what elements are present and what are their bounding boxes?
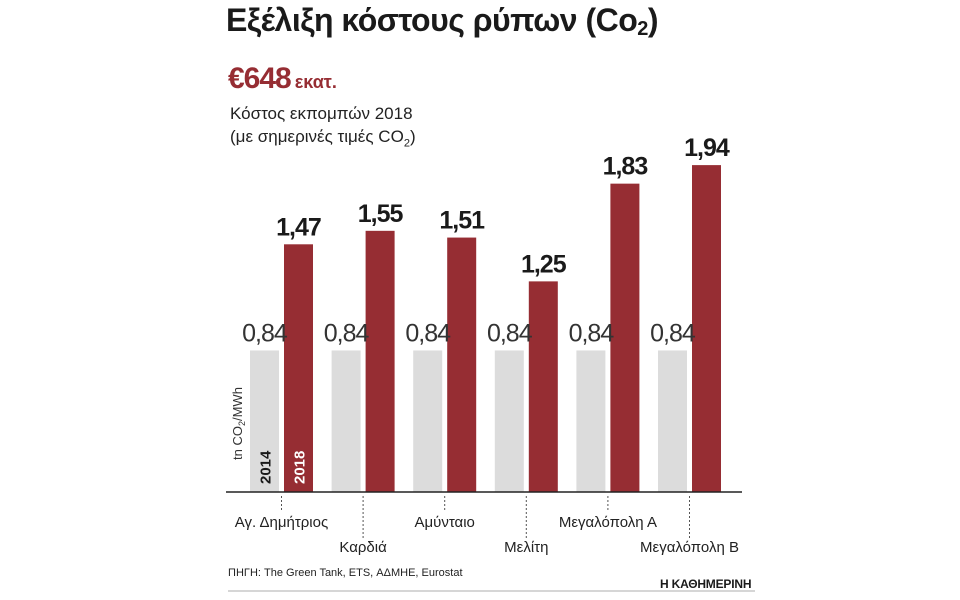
headline-total-cost: €648 εκατ.	[228, 62, 337, 96]
bar-2018-2	[447, 237, 477, 492]
bar-2018-5	[692, 165, 721, 493]
publisher-brand: Η ΚΑΘΗΜΕΡΙΝΗ	[660, 577, 752, 591]
value-label-2018-2: 1,51	[439, 207, 485, 235]
series-label-2014: 2014	[258, 450, 275, 484]
value-label-2018-0: 1,47	[276, 213, 321, 241]
value-label-2014-0: 0,84	[242, 319, 288, 347]
value-label-2014-4: 0,84	[569, 319, 615, 347]
category-label-2: Αμύνταιο	[414, 514, 474, 531]
value-label-2014-2: 0,84	[405, 319, 451, 347]
value-label-2018-5: 1,94	[684, 134, 730, 162]
category-label-5: Μεγαλόπολη Β	[640, 539, 739, 556]
headline-unit: εκατ.	[294, 72, 337, 92]
bar-2018-3	[528, 281, 558, 492]
bar-2014-1	[331, 350, 361, 492]
value-label-2018-3: 1,25	[521, 250, 567, 278]
bar-2018-0	[284, 244, 313, 492]
bar-2014-5	[658, 350, 687, 492]
bar-2014-4	[576, 350, 606, 492]
bar-2018-1	[365, 230, 395, 492]
bar-2014-0	[250, 350, 279, 492]
bar-2014-3	[494, 350, 524, 492]
value-label-2018-4: 1,83	[603, 153, 648, 181]
subtitle-line-2: (με σημερινές τιμές CO2)	[230, 127, 416, 150]
bar-2014-2	[413, 350, 443, 492]
value-label-2014-5: 0,84	[650, 319, 696, 347]
chart-title: Εξέλιξη κόστους ρύπων (Co2)	[226, 2, 659, 40]
chart-subtitle: Κόστος εκπομπών 2018 (με σημερινές τιμές…	[230, 102, 416, 155]
subtitle-line-1: Κόστος εκπομπών 2018	[230, 104, 413, 123]
bar-2018-4	[610, 183, 640, 492]
footer-divider	[228, 590, 755, 592]
headline-value: €648	[228, 62, 292, 95]
category-label-3: Μελίτη	[504, 539, 548, 556]
value-label-2014-3: 0,84	[487, 319, 533, 347]
source-note: ΠΗΓΗ: The Green Tank, ETS, ΑΔΜΗΕ, Eurost…	[228, 567, 463, 579]
value-label-2018-1: 1,55	[358, 200, 404, 228]
value-label-2014-1: 0,84	[324, 319, 370, 347]
y-axis-label: tn CO2/MWh	[230, 387, 247, 460]
series-label-2018: 2018	[292, 451, 309, 484]
category-label-4: Μεγαλόπολη Α	[559, 514, 657, 531]
category-label-1: Καρδιά	[339, 539, 387, 556]
category-label-0: Αγ. Δημήτριος	[235, 514, 328, 531]
